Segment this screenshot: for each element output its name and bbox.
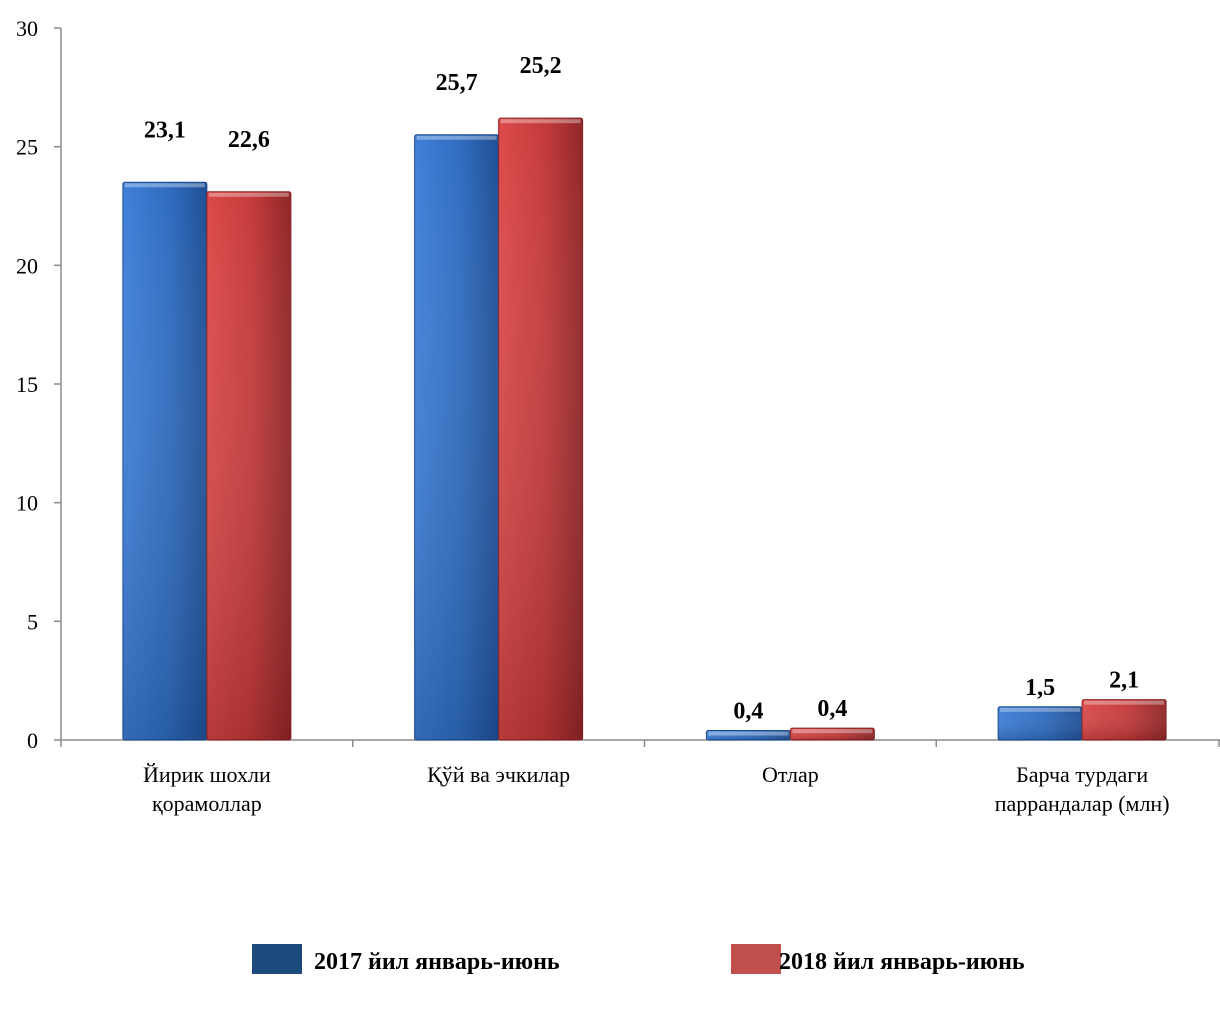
bar-2017-1 [414, 134, 500, 741]
bar-2018-1 [498, 117, 584, 741]
bar-shade [206, 191, 291, 740]
bar-highlight [124, 183, 205, 188]
y-axis: 0 5 10 15 20 25 30 [16, 16, 62, 753]
bar-shade [998, 706, 1083, 740]
data-label: 1,5 [1025, 675, 1055, 701]
legend-label: 2017 йил январь-июнь [314, 949, 560, 975]
bar-2018-0 [206, 191, 292, 741]
bar-2018-3 [1081, 699, 1167, 741]
bar-highlight [500, 119, 581, 124]
bar-highlight [208, 192, 289, 197]
bar-shade [790, 728, 875, 740]
legend-label: 2018 йил январь-июнь [779, 949, 1025, 975]
y-tick-label: 20 [16, 253, 38, 278]
bar-highlight [416, 135, 497, 140]
category-labels: Йирик шохли қорамоллар Қўй ва эчкилар Отлар… [143, 762, 1170, 816]
legend-swatch [731, 944, 781, 974]
legend-swatch [252, 944, 302, 974]
y-tick-label: 10 [16, 491, 38, 516]
bar-highlight [708, 731, 789, 736]
category-label: Отлар [762, 762, 819, 787]
bar-shade [122, 182, 207, 740]
category-label: Барча турдаги [1016, 762, 1148, 787]
bar-highlight [792, 729, 873, 734]
y-tick-label: 15 [16, 372, 38, 397]
legend-item-1: 2018 йил январь-июнь [731, 944, 1025, 975]
bar-2017-3 [997, 706, 1083, 741]
y-tick-label: 5 [27, 609, 38, 634]
data-label: 0,4 [817, 696, 847, 722]
data-label: 2,1 [1109, 668, 1139, 694]
bar-highlight [1000, 707, 1081, 712]
bar-2018-2 [789, 727, 875, 741]
bars [122, 117, 1167, 741]
data-label: 22,6 [228, 127, 270, 153]
data-labels: 23,1 25,7 0,4 1,5 22,6 25,2 0,4 2,1 [144, 53, 1139, 724]
y-tick-label: 25 [16, 135, 38, 160]
data-label: 25,2 [520, 53, 562, 79]
category-label: Қўй ва эчкилар [427, 762, 570, 787]
data-label: 0,4 [733, 699, 763, 725]
bar-shade [498, 118, 583, 741]
category-label: Йирик шохли [143, 762, 271, 787]
y-tick-label: 30 [16, 16, 38, 41]
legend: 2017 йил январь-июнь 2018 йил январь-июнь [252, 944, 1025, 975]
bar-shade [414, 134, 499, 741]
data-label: 25,7 [436, 70, 478, 96]
category-label: қорамоллар [152, 791, 262, 816]
bar-shade [706, 730, 791, 740]
bar-highlight [1084, 700, 1165, 705]
bar-2017-2 [705, 730, 791, 741]
y-tick-label: 0 [27, 728, 38, 753]
bar-2017-0 [122, 181, 208, 741]
category-label: паррандалар (млн) [995, 791, 1170, 816]
bar-shade [1082, 699, 1167, 740]
legend-item-0: 2017 йил январь-июнь [252, 944, 560, 975]
x-axis [60, 739, 1220, 747]
data-label: 23,1 [144, 117, 186, 143]
